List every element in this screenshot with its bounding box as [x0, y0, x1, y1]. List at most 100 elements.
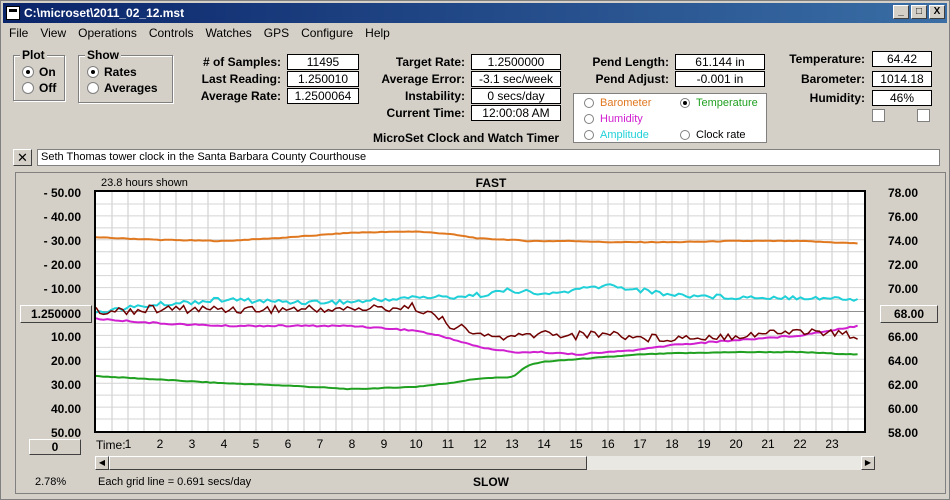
samples-label: # of Samples: — [202, 55, 281, 69]
current-time-field: 12:00:08 AM — [471, 105, 561, 121]
left-tick-label: - 20.00 — [43, 258, 81, 272]
last-reading-label: Last Reading: — [201, 72, 281, 86]
sensor-select-panel — [573, 93, 767, 143]
humidity-radio[interactable]: Humidity — [584, 113, 643, 125]
target-rate-label: Target Rate: — [395, 55, 465, 69]
x-tick-label: 5 — [252, 437, 260, 451]
x-tick-label: 4 — [220, 437, 228, 451]
target-rate-field[interactable]: 1.2500000 — [471, 54, 561, 70]
radio-selected-icon — [87, 66, 99, 78]
title-bar[interactable]: C:\microset\2011_02_12.mst _ □ X — [3, 3, 947, 23]
pend-length-field[interactable]: 61.144 in — [675, 54, 765, 70]
x-tick-label: 14 — [537, 437, 551, 451]
show-group-title: Show — [85, 48, 121, 62]
close-button[interactable]: X — [929, 5, 945, 19]
menu-help[interactable]: Help — [365, 26, 390, 40]
samples-field: 11495 — [287, 54, 359, 70]
x-tick-label: 22 — [793, 437, 807, 451]
x-tick-label: 11 — [441, 437, 455, 451]
x-tick-label: 1 — [124, 437, 132, 451]
sensor-checkbox-2[interactable] — [917, 109, 930, 122]
x-tick-label: 15 — [569, 437, 583, 451]
barometer-label: Barometer: — [800, 72, 865, 86]
temperature-radio[interactable]: Temperature — [680, 97, 758, 109]
x-tick-label: 7 — [316, 437, 324, 451]
radio-icon — [584, 130, 594, 140]
right-tick-label: 58.00 — [888, 426, 919, 440]
humidity-field: 46% — [872, 90, 932, 106]
maximize-button[interactable]: □ — [911, 5, 927, 19]
app-icon[interactable] — [6, 6, 20, 20]
barometer-radio[interactable]: Barometer — [584, 97, 651, 109]
slow-label: SLOW — [473, 475, 509, 489]
percent-label: 2.78% — [35, 476, 67, 488]
menu-bar: File View Operations Controls Watches GP… — [3, 24, 396, 42]
humidity-option-label: Humidity — [600, 113, 643, 125]
radio-icon — [680, 130, 690, 140]
plot-off-radio[interactable]: Off — [22, 81, 56, 95]
time-scrollbar[interactable]: ◀ ▶ — [94, 455, 876, 471]
right-tick-label: 72.00 — [888, 258, 919, 272]
show-rates-radio[interactable]: Rates — [87, 65, 137, 79]
sensor-checkbox-1[interactable] — [872, 109, 885, 122]
show-averages-radio[interactable]: Averages — [87, 81, 158, 95]
time-axis-label: Time: — [96, 438, 126, 452]
clear-description-button[interactable]: ✕ — [13, 149, 32, 166]
series-line-amplitude — [95, 283, 859, 314]
scroll-thumb[interactable] — [109, 456, 587, 470]
radio-icon — [22, 82, 34, 94]
description-field[interactable]: Seth Thomas tower clock in the Santa Bar… — [37, 149, 940, 166]
scroll-left-icon[interactable]: ◀ — [95, 456, 109, 470]
radio-selected-icon — [22, 66, 34, 78]
x-tick-label: 21 — [761, 437, 775, 451]
menu-operations[interactable]: Operations — [78, 26, 137, 40]
current-time-label: Current Time: — [386, 106, 465, 120]
humidity-label: Humidity: — [809, 91, 865, 105]
radio-selected-icon — [680, 98, 690, 108]
right-tick-label: 74.00 — [888, 234, 919, 248]
scroll-right-icon[interactable]: ▶ — [861, 456, 875, 470]
instability-field: 0 secs/day — [471, 88, 561, 104]
show-group: Show — [78, 48, 173, 103]
rate-center-button[interactable]: 1.250000 — [20, 305, 92, 323]
close-icon: ✕ — [17, 150, 28, 165]
left-tick-label: 50.00 — [50, 426, 81, 440]
pend-adjust-field: -0.001 in — [675, 71, 765, 87]
app-name-label: MicroSet Clock and Watch Timer — [373, 131, 560, 145]
amplitude-radio[interactable]: Amplitude — [584, 129, 649, 141]
radio-icon — [87, 82, 99, 94]
left-tick-label: - 40.00 — [43, 210, 81, 224]
menu-gps[interactable]: GPS — [263, 26, 290, 40]
temperature-option-label: Temperature — [696, 97, 758, 109]
menu-file[interactable]: File — [9, 26, 29, 40]
right-tick-label: 64.00 — [888, 354, 919, 368]
left-tick-label: 20.00 — [50, 354, 81, 368]
zero-button[interactable]: 0 — [29, 439, 81, 455]
menu-configure[interactable]: Configure — [301, 26, 354, 40]
average-error-label: Average Error: — [381, 72, 465, 86]
radio-icon — [584, 114, 594, 124]
left-tick-label: - 10.00 — [43, 282, 81, 296]
x-tick-label: 20 — [729, 437, 743, 451]
right-tick-label: 62.00 — [888, 378, 919, 392]
x-tick-label: 3 — [188, 437, 196, 451]
menu-watches[interactable]: Watches — [205, 26, 252, 40]
plot-on-radio[interactable]: On — [22, 65, 56, 79]
menu-controls[interactable]: Controls — [148, 26, 194, 40]
show-rates-label: Rates — [104, 65, 137, 79]
pend-length-label: Pend Length: — [592, 55, 669, 69]
series-line-humidity — [95, 317, 858, 356]
average-rate-field: 1.2500064 — [287, 88, 359, 104]
clock-rate-radio[interactable]: Clock rate — [680, 129, 746, 141]
left-tick-label: 10.00 — [50, 330, 81, 344]
minimize-button[interactable]: _ — [893, 5, 909, 19]
x-tick-label: 17 — [633, 437, 647, 451]
x-tick-label: 9 — [380, 437, 388, 451]
x-tick-label: 8 — [348, 437, 356, 451]
temperature-center-button[interactable]: 68.00 — [880, 305, 938, 323]
x-tick-label: 19 — [697, 437, 711, 451]
x-tick-label: 16 — [601, 437, 615, 451]
barometer-option-label: Barometer — [600, 97, 652, 109]
plot-area[interactable] — [94, 190, 866, 433]
menu-view[interactable]: View — [40, 26, 67, 40]
